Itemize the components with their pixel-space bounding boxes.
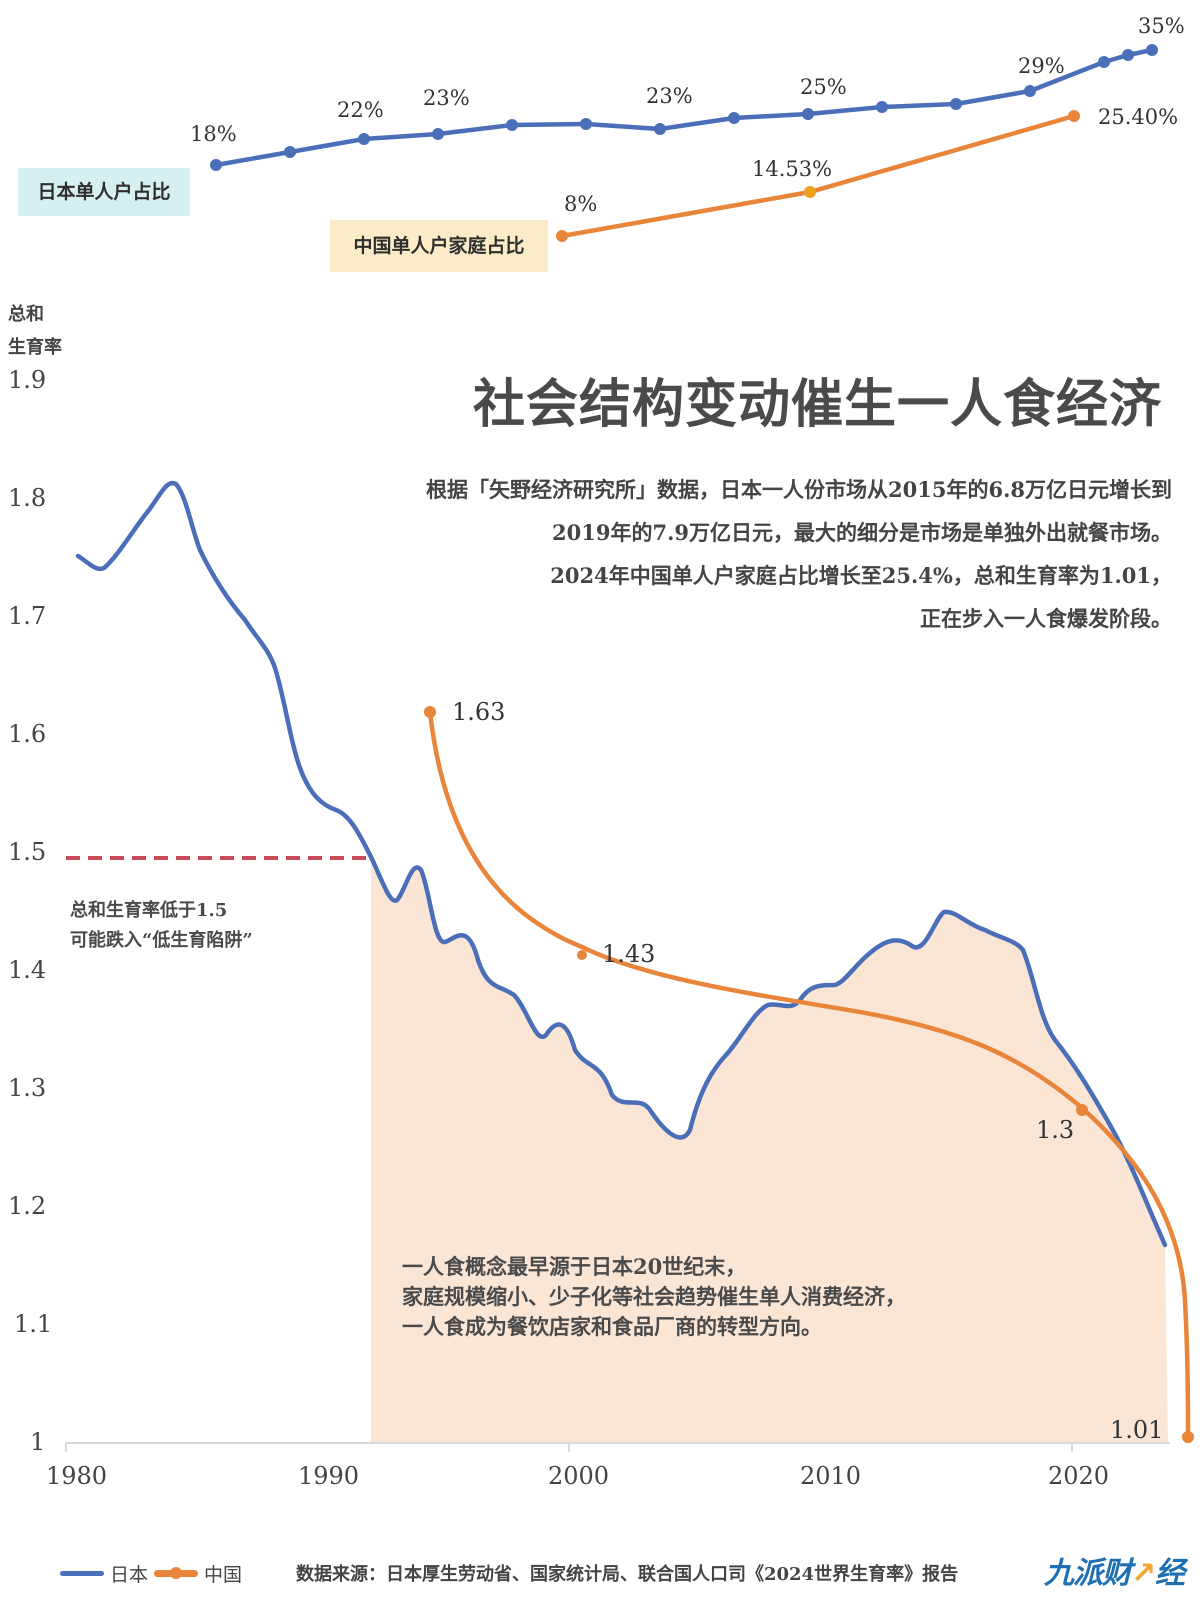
y-tick-1-7: 1.7 bbox=[8, 602, 47, 630]
y-tick-1-3: 1.3 bbox=[8, 1074, 47, 1102]
china-tfr-label-1-3: 1.3 bbox=[1036, 1116, 1075, 1144]
china-tfr-label-1-01: 1.01 bbox=[1110, 1416, 1164, 1444]
japan-household-points bbox=[210, 44, 1158, 171]
y-tick-1-9: 1.9 bbox=[8, 366, 47, 394]
below-threshold-fill bbox=[371, 863, 1168, 1443]
household-share-chart bbox=[210, 44, 1158, 242]
x-tick-1980: 1980 bbox=[46, 1462, 108, 1490]
x-tick-2010: 2010 bbox=[800, 1462, 862, 1490]
one-person-dining-concept-note: 一人食概念最早源于日本20世纪末， 家庭规模缩小、少子化等社会趋势催生单人消费经… bbox=[402, 1254, 906, 1339]
y-tick-1-5: 1.5 bbox=[8, 838, 47, 866]
y-tick-1-8: 1.8 bbox=[8, 484, 47, 512]
x-tick-2020: 2020 bbox=[1048, 1462, 1110, 1490]
china-tfr-label-1-43: 1.43 bbox=[602, 940, 656, 968]
legend-japan-label: 日本 bbox=[110, 1564, 149, 1586]
japan-label-23a: 23% bbox=[423, 86, 470, 110]
y-tick-1-1: 1.1 bbox=[14, 1310, 53, 1338]
china-tfr-points bbox=[424, 706, 1194, 1443]
legend: 日本 中国 bbox=[60, 1560, 242, 1587]
y-tick-1-6: 1.6 bbox=[8, 720, 47, 748]
x-tick-1990: 1990 bbox=[298, 1462, 360, 1490]
japan-label-35: 35% bbox=[1138, 14, 1185, 38]
china-tfr-line bbox=[427, 711, 1191, 1444]
japan-household-legend-label: 日本单人户占比 bbox=[18, 168, 190, 216]
china-label-14-53: 14.53% bbox=[752, 157, 833, 181]
japan-label-22: 22% bbox=[337, 98, 384, 122]
china-tfr-label-1-63: 1.63 bbox=[452, 698, 506, 726]
legend-china-swatch bbox=[154, 1567, 199, 1579]
japan-label-29: 29% bbox=[1018, 54, 1065, 78]
japan-tfr-line bbox=[75, 480, 1168, 1248]
data-source: 数据来源：日本厚生劳动省、国家统计局、联合国人口司《2024世界生育率》报告 bbox=[296, 1564, 959, 1585]
description: 根据「矢野经济研究所」数据，日本一人份市场从2015年的6.8万亿日元增长到 2… bbox=[426, 477, 1172, 631]
y-axis-title-line2: 生育率 bbox=[8, 337, 62, 358]
china-label-8: 8% bbox=[564, 192, 598, 216]
x-tick-2000: 2000 bbox=[548, 1462, 610, 1490]
y-tick-1-4: 1.4 bbox=[8, 956, 47, 984]
y-axis-title-line1: 总和 bbox=[8, 304, 44, 325]
china-household-legend-label: 中国单人户家庭占比 bbox=[330, 220, 548, 272]
logo-arrow-icon: ↗ bbox=[1131, 1556, 1156, 1591]
legend-china-label: 中国 bbox=[204, 1564, 243, 1586]
y-tick-1-0: 1 bbox=[30, 1428, 46, 1456]
china-household-points bbox=[556, 110, 1080, 242]
fertility-rate-chart bbox=[65, 480, 1194, 1452]
japan-label-25: 25% bbox=[800, 75, 847, 99]
japan-label-18: 18% bbox=[190, 122, 237, 146]
china-label-25-40: 25.40% bbox=[1098, 105, 1179, 129]
page-title: 社会结构变动催生一人食经济 bbox=[472, 374, 1162, 435]
japan-label-23b: 23% bbox=[646, 84, 693, 108]
low-fertility-trap-note: 总和生育率低于1.5 可能跌入“低生育陷阱” bbox=[70, 900, 253, 951]
legend-japan-swatch bbox=[60, 1571, 104, 1576]
logo: 九派财↗经 bbox=[1044, 1556, 1185, 1591]
y-tick-1-2: 1.2 bbox=[8, 1192, 47, 1220]
